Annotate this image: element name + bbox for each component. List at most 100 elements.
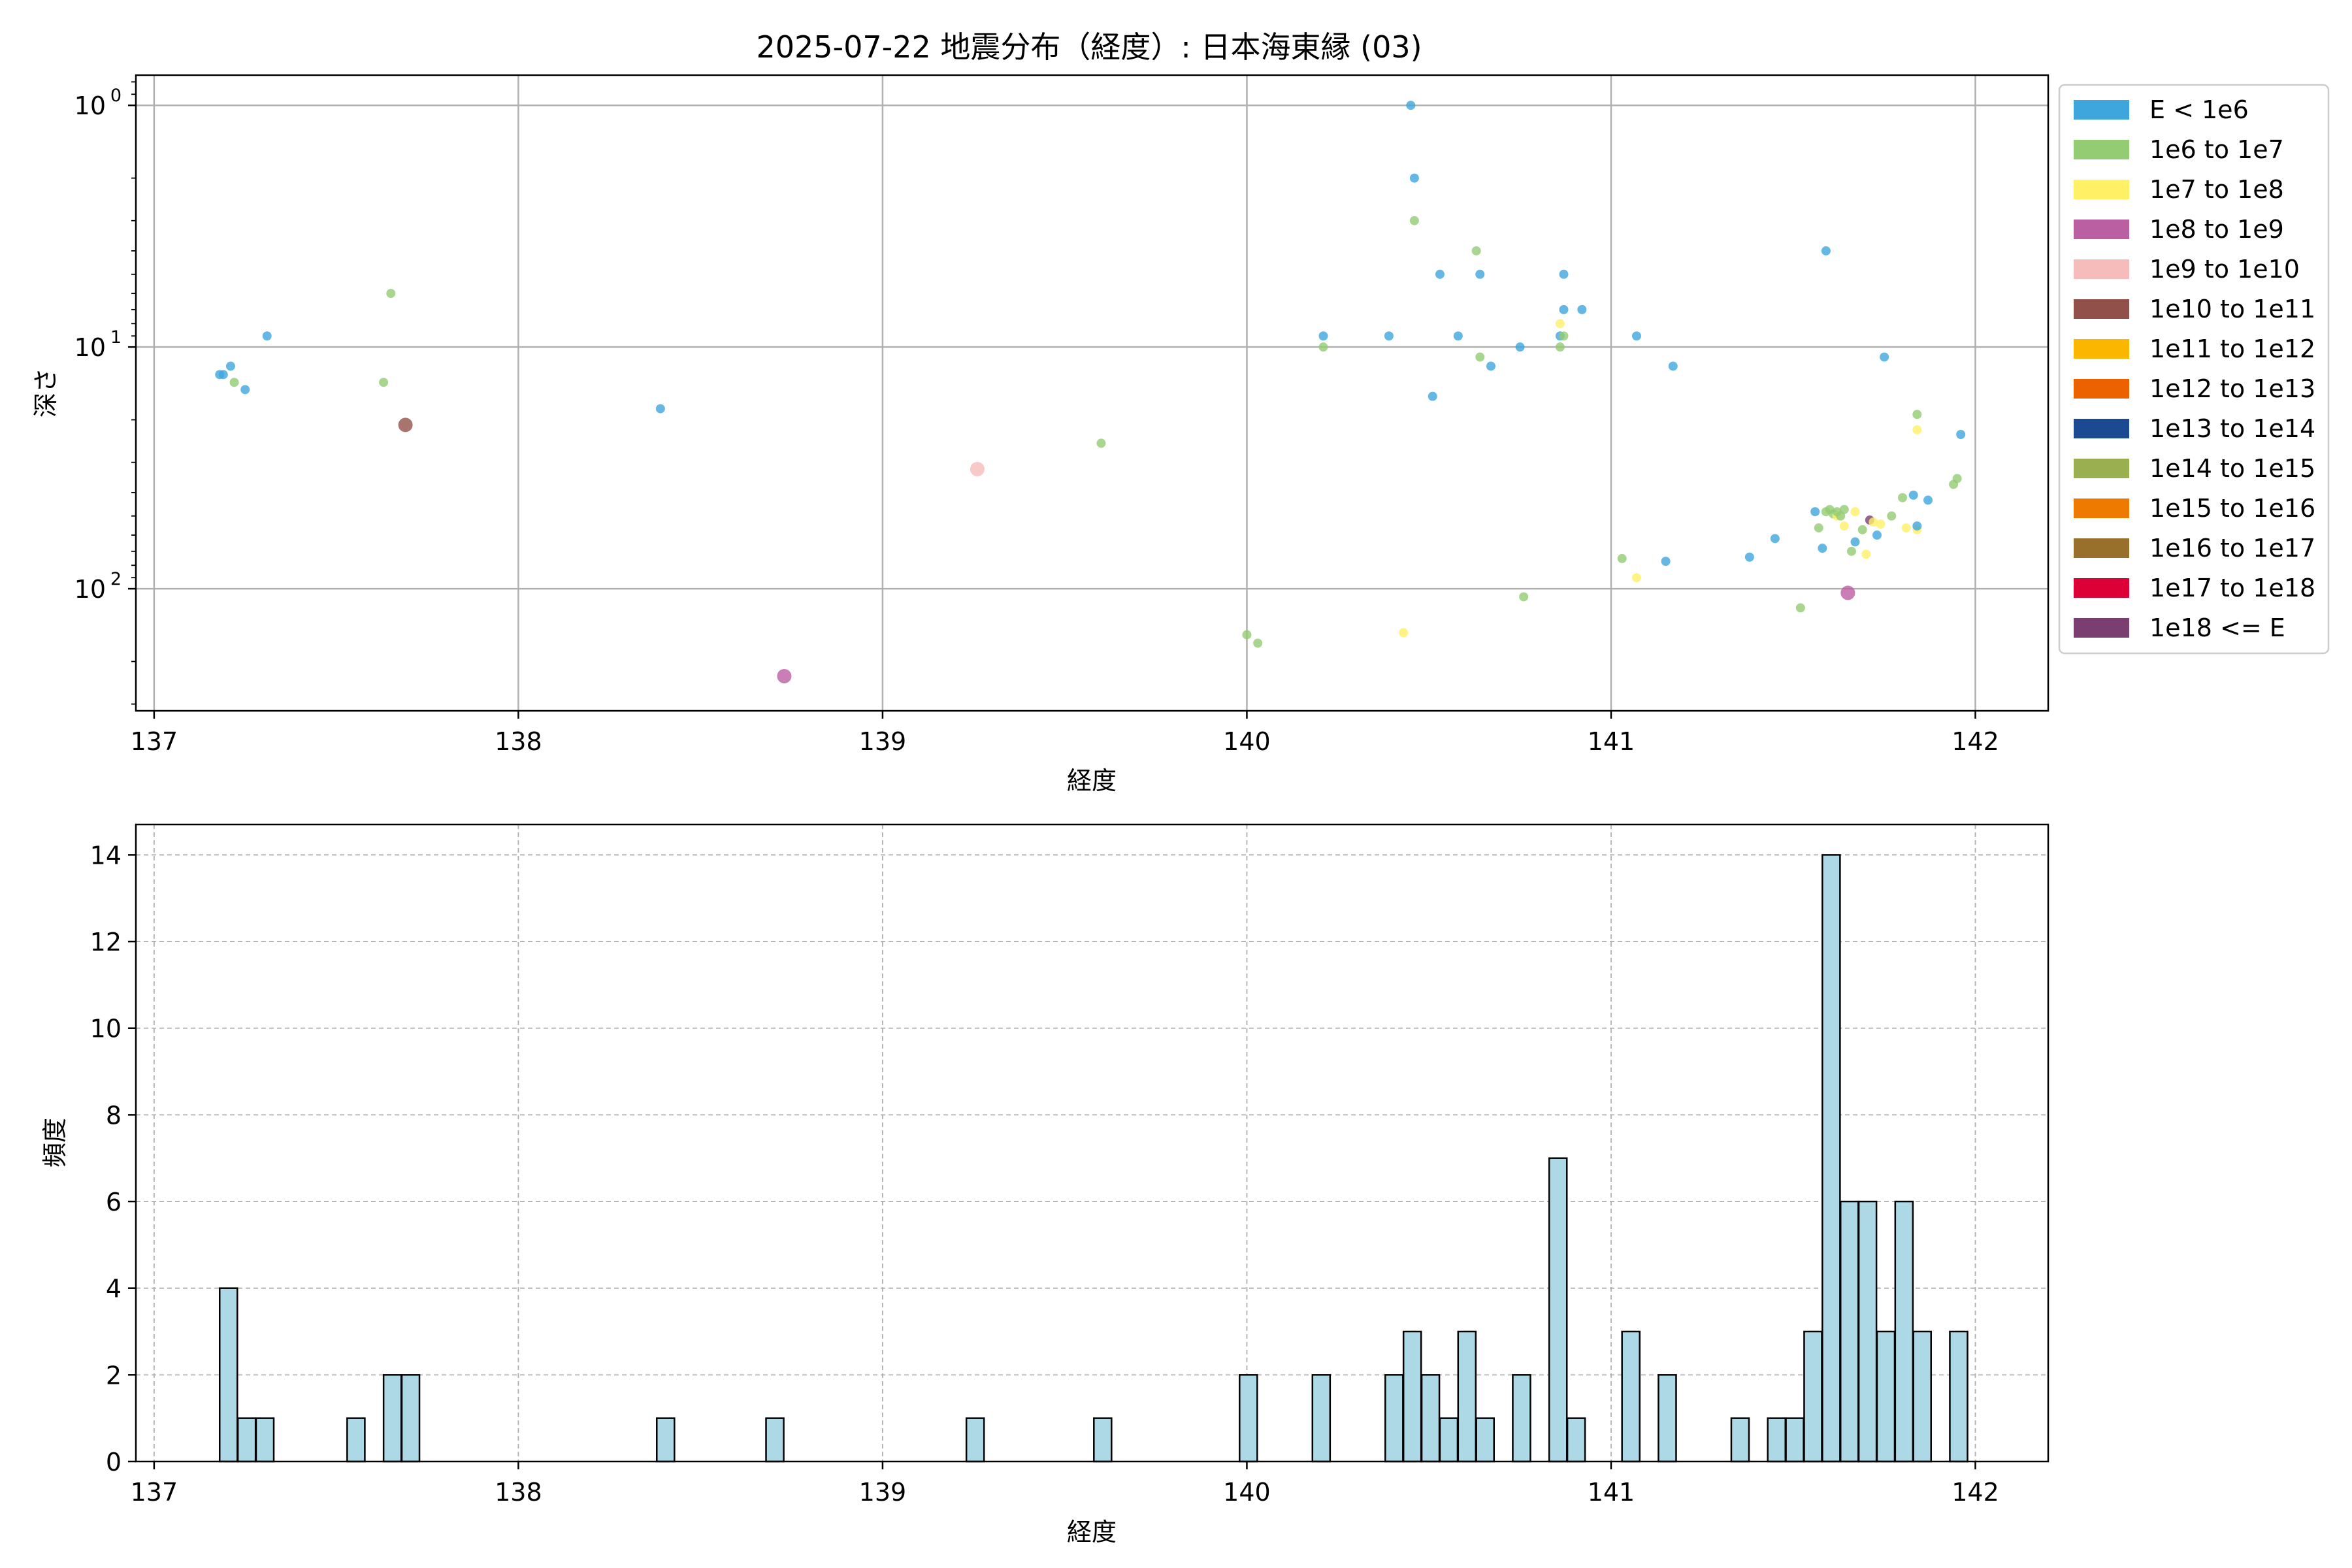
scatter-point [1471, 246, 1481, 255]
scatter-point [1577, 304, 1587, 314]
scatter-point [1839, 504, 1849, 514]
histogram-y-tick-label: 12 [90, 928, 122, 956]
scatter-point [1912, 410, 1922, 419]
histogram-y-tick-label: 4 [106, 1275, 122, 1303]
histogram-x-tick-label: 141 [1588, 1478, 1635, 1507]
histogram-bar [1384, 1374, 1404, 1463]
scatter-point [1850, 507, 1860, 517]
histogram-bar [965, 1417, 985, 1463]
scatter-point [1850, 537, 1860, 547]
histogram-x-tick-label: 139 [859, 1478, 907, 1507]
histogram-frame [135, 823, 2050, 1463]
scatter-point [1840, 585, 1855, 600]
histogram-bar [255, 1417, 275, 1463]
scatter-point [1795, 603, 1805, 613]
histogram-bar [1821, 854, 1841, 1463]
legend-label: 1e18 <= E [2149, 613, 2285, 642]
scatter-point [262, 331, 272, 341]
histogram-bar [1730, 1417, 1750, 1463]
histogram-bar [1239, 1374, 1258, 1463]
scatter-point [970, 462, 985, 477]
scatter-y-tick-exponent: 0 [110, 86, 122, 106]
histogram-bar [1311, 1374, 1331, 1463]
legend-label: 1e10 to 1e11 [2149, 295, 2315, 323]
scatter-point [1555, 319, 1565, 329]
histogram-bar [1658, 1374, 1677, 1463]
scatter-y-tick-exponent: 2 [110, 569, 122, 589]
histogram-bar [1093, 1417, 1113, 1463]
scatter-x-tick-label: 140 [1223, 727, 1271, 756]
histogram-y-ticks: 0 2 4 6 8 10 12 14 [90, 841, 136, 1477]
histogram-x-tick-label: 137 [131, 1478, 178, 1507]
legend-swatch [2074, 100, 2129, 120]
scatter-point [1821, 246, 1831, 255]
scatter-point [1519, 592, 1529, 602]
scatter-x-tick-label: 141 [1588, 727, 1635, 756]
scatter-point [1631, 331, 1641, 341]
scatter-y-axis-label: 深さ [31, 368, 60, 417]
legend-label: 1e9 to 1e10 [2149, 255, 2300, 284]
histogram-bar [237, 1417, 257, 1463]
histogram-y-tick-label: 14 [90, 841, 122, 870]
scatter-x-ticks: 137 138 139 140 141 142 [131, 711, 1999, 756]
scatter-point [225, 361, 235, 371]
histogram-bar [656, 1417, 676, 1463]
legend: E < 1e6 1e6 to 1e7 1e7 to 1e8 1e8 to 1e9 1e9… [2058, 84, 2330, 655]
legend-box [2058, 84, 2330, 655]
scatter-x-tick-label: 139 [859, 727, 907, 756]
legend-label: 1e14 to 1e15 [2149, 454, 2315, 483]
legend-swatch [2074, 299, 2129, 319]
histogram: 137 138 139 140 141 142 0 2 4 6 8 10 12 14 経度 頻度 [41, 823, 2050, 1546]
scatter-point [1846, 546, 1856, 556]
histogram-x-tick-label: 142 [1952, 1478, 1999, 1507]
scatter-point [1428, 391, 1437, 401]
histogram-x-tick-label: 138 [495, 1478, 542, 1507]
histogram-bar [1912, 1330, 1933, 1463]
scatter-point [1515, 342, 1525, 352]
scatter-point [777, 668, 792, 683]
histogram-bar [1949, 1330, 1968, 1463]
scatter-x-tick-label: 142 [1952, 727, 1999, 756]
legend-swatch [2074, 538, 2129, 558]
histogram-bar [382, 1374, 402, 1463]
histogram-y-tick-label: 6 [106, 1188, 122, 1217]
legend-swatch [2074, 180, 2129, 199]
scatter-point [1384, 331, 1394, 341]
scatter-plot-area [136, 75, 2048, 711]
scatter-point [1318, 331, 1328, 341]
legend-swatch [2074, 498, 2129, 518]
legend-label: 1e17 to 1e18 [2149, 574, 2315, 602]
histogram-x-ticks: 137 138 139 140 141 142 [131, 1462, 1999, 1507]
histogram-bar [1420, 1374, 1441, 1463]
histogram-bar [1785, 1417, 1805, 1463]
scatter-point [1952, 474, 1962, 483]
legend-label: 1e12 to 1e13 [2149, 374, 2315, 403]
scatter-point [398, 417, 413, 433]
scatter-point [1887, 511, 1897, 521]
scatter-point [1869, 517, 1878, 527]
scatter-point [1453, 331, 1463, 341]
scatter-point [1912, 425, 1922, 434]
scatter-point [1897, 493, 1907, 502]
legend-label: 1e6 to 1e7 [2149, 135, 2284, 164]
histogram-bar [1457, 1330, 1477, 1463]
legend-swatch [2074, 618, 2129, 638]
histogram-y-tick-label: 2 [106, 1361, 122, 1390]
legend-label: 1e11 to 1e12 [2149, 335, 2315, 363]
legend-label: E < 1e6 [2149, 95, 2249, 124]
histogram-bar [1548, 1157, 1568, 1463]
scatter-point [1631, 573, 1641, 583]
scatter-points [215, 101, 1966, 683]
scatter-point [1668, 361, 1678, 371]
legend-label: 1e15 to 1e16 [2149, 494, 2315, 523]
histogram-y-tick-label: 0 [106, 1448, 122, 1477]
scatter-point [1923, 495, 1933, 505]
histogram-plot-area [136, 825, 2048, 1462]
histogram-x-axis-label: 経度 [1067, 1518, 1117, 1546]
scatter-point [1839, 521, 1849, 531]
histogram-bar [400, 1374, 421, 1463]
histogram-bar [1566, 1417, 1586, 1463]
